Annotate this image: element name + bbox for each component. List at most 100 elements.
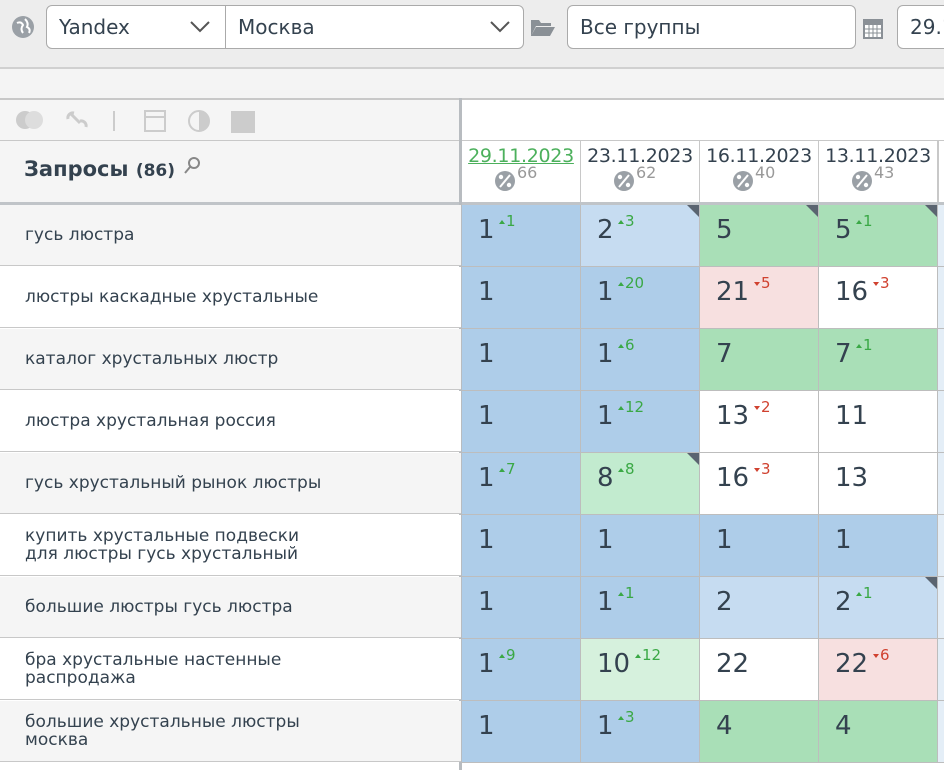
date-header: 23.11.2023 62 — [581, 141, 700, 202]
query-cell: каталог хрустальных люстр — [0, 329, 461, 390]
toolbar-right — [461, 100, 944, 140]
position-cell: 1 — [462, 577, 581, 639]
position-cell: 1 — [462, 267, 581, 329]
change: 1 — [856, 584, 873, 602]
query-text: люстры каскадные хрустальные — [25, 287, 319, 307]
position: 11 — [835, 401, 869, 431]
position: 22 — [835, 649, 869, 679]
change-arrow — [499, 467, 505, 472]
chevron — [490, 21, 510, 33]
percent-badge: 66 — [462, 163, 580, 191]
change: 3 — [618, 708, 635, 726]
rule — [0, 140, 944, 141]
percent-icon — [495, 171, 515, 191]
change: 1 — [499, 212, 516, 230]
note-marker — [687, 453, 699, 465]
change-value: 20 — [625, 274, 645, 292]
position: 1 — [478, 711, 495, 741]
change-arrow — [499, 219, 505, 224]
position: 2 — [597, 215, 614, 245]
change: 7 — [499, 460, 516, 478]
change-value: 3 — [880, 274, 890, 292]
query-cell: большие люстры гусь люстра — [0, 577, 461, 638]
date-header: 16.11.2023 40 — [700, 141, 819, 202]
position-cell: 16 3 — [700, 453, 819, 515]
position-cell: 22 — [700, 639, 819, 701]
query-text: каталог хрустальных люстр — [25, 349, 279, 369]
change: 2 — [754, 398, 771, 416]
position: 21 — [716, 277, 750, 307]
position-cell: 1 12 — [581, 391, 700, 453]
percent: 43 — [874, 163, 895, 182]
region-select[interactable]: Москва — [225, 5, 524, 49]
percent-badge: 43 — [819, 163, 937, 191]
change: 8 — [618, 460, 635, 478]
change-arrow — [754, 467, 760, 472]
query-text: большие люстры гусь люстра — [25, 597, 293, 617]
calendar-icon[interactable] — [862, 16, 884, 40]
change-value: 12 — [625, 398, 645, 416]
change-value: 1 — [863, 336, 873, 354]
query-text: купить хрустальные подвески для люстры г… — [25, 526, 300, 564]
toolbar-row — [0, 100, 461, 141]
query-header: Запросы (86) — [0, 141, 461, 202]
group-input[interactable]: Все группы — [567, 5, 856, 49]
change-arrow — [856, 343, 862, 348]
position: 1 — [835, 525, 852, 555]
title: Запросы — [24, 157, 129, 181]
date-header: 13.11.2023 43 — [819, 141, 938, 202]
percent: 40 — [755, 163, 776, 182]
note-marker — [806, 205, 818, 217]
percent-icon — [733, 171, 753, 191]
position: 1 — [478, 587, 495, 617]
position: 2 — [835, 587, 852, 617]
engine-select[interactable]: Yandex — [46, 5, 226, 49]
change-arrow — [856, 591, 862, 596]
globe-icon — [12, 16, 34, 38]
change-value: 9 — [506, 646, 516, 664]
folder-icon[interactable] — [530, 17, 556, 37]
change: 3 — [754, 460, 771, 478]
chevron — [190, 21, 210, 33]
count: (86) — [135, 161, 176, 181]
engine-value: Yandex — [59, 15, 130, 39]
position: 4 — [716, 711, 733, 741]
change-value: 1 — [863, 584, 873, 602]
note-marker — [925, 205, 937, 217]
extra-cell — [938, 701, 944, 763]
percent-badge: 40 — [700, 163, 818, 191]
position: 1 — [478, 401, 495, 431]
position-cell: 1 20 — [581, 267, 700, 329]
position: 1 — [716, 525, 733, 555]
toolbar-icons — [16, 110, 255, 133]
extra-cell — [938, 391, 944, 453]
change: 6 — [873, 646, 890, 664]
query-cell: большие хрустальные люстры москва — [0, 701, 461, 762]
date-value: 29.1 — [910, 15, 944, 39]
position: 13 — [835, 463, 869, 493]
position: 7 — [716, 339, 733, 369]
change: 6 — [618, 336, 635, 354]
position-cell: 21 5 — [700, 267, 819, 329]
percent-icon — [852, 171, 872, 191]
position: 5 — [716, 215, 733, 245]
position-cell: 7 — [700, 329, 819, 391]
percent-icon — [614, 171, 634, 191]
query-cell: купить хрустальные подвески для люстры г… — [0, 515, 461, 576]
change-arrow — [754, 281, 760, 286]
date[interactable]: 29.11.2023 — [468, 145, 574, 167]
extra-cell — [938, 639, 944, 701]
search-icon[interactable] — [183, 156, 201, 176]
spacer-bar — [0, 69, 944, 100]
note-marker — [687, 205, 699, 217]
position: 1 — [478, 215, 495, 245]
date-input[interactable]: 29.1 — [897, 5, 944, 49]
